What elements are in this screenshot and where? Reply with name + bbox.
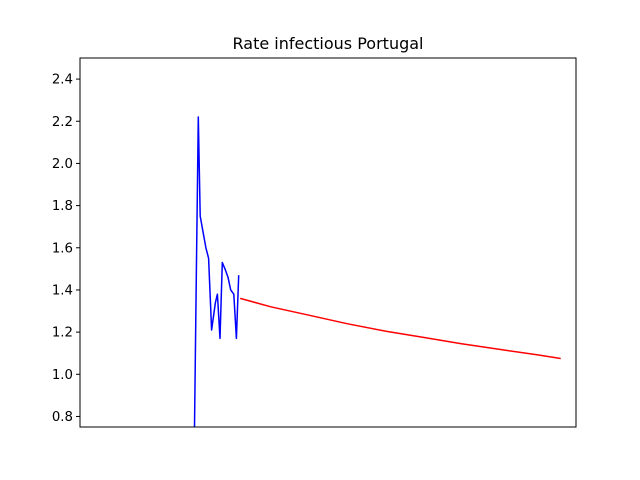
y-tick-label: 0.8 <box>52 410 73 425</box>
plot-frame <box>79 57 577 428</box>
y-tick-label: 1.2 <box>52 326 73 341</box>
series-line-2 <box>240 297 561 360</box>
y-tick-label: 1.4 <box>52 283 73 298</box>
y-axis-ticks: 0.8 1.0 1.2 1.4 1.6 1.8 2.0 2.2 2.4 <box>52 73 80 425</box>
series-line-1 <box>193 116 240 428</box>
y-tick-label: 1.6 <box>52 241 73 256</box>
y-tick-label: 2.0 <box>52 157 73 172</box>
y-tick-label: 2.4 <box>52 73 73 88</box>
y-tick-label: 1.0 <box>52 368 73 383</box>
y-tick-label: 1.8 <box>52 199 73 214</box>
chart-title: Rate infectious Portugal <box>233 34 424 53</box>
y-tick-label: 2.2 <box>52 115 73 130</box>
plot-lines <box>193 116 561 428</box>
